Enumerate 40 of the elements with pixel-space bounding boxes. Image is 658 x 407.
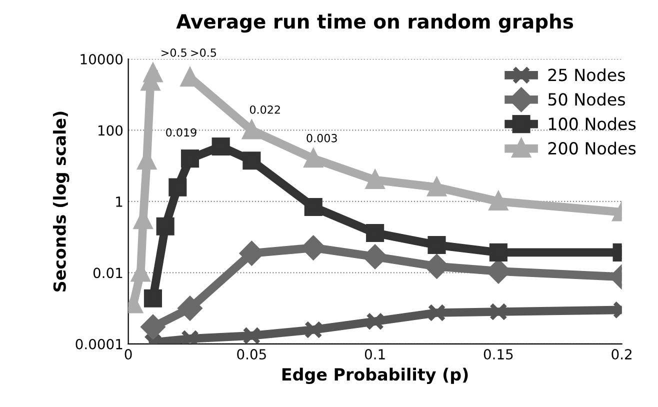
x-tick-label: 0 xyxy=(124,349,132,360)
point xyxy=(144,289,162,308)
annotation: 0.019 xyxy=(166,128,196,137)
point xyxy=(366,224,384,242)
text: >0.5 xyxy=(191,48,216,57)
annotation: 0.003 xyxy=(306,134,337,142)
point xyxy=(428,236,446,254)
legend-label: 25 Nodes xyxy=(548,68,625,82)
point xyxy=(366,312,384,330)
point xyxy=(363,244,387,269)
y-axis-title: Seconds (log scale) xyxy=(53,112,70,292)
y-tick-label: 10000 xyxy=(80,54,123,64)
legend-label: 50 Nodes xyxy=(548,92,625,106)
legend-label: 100 Nodes xyxy=(548,117,636,130)
point xyxy=(428,304,446,322)
point xyxy=(304,198,322,216)
x-tick-label: 0.15 xyxy=(484,349,513,360)
y-tick-label: 100 xyxy=(98,125,123,136)
point xyxy=(168,178,187,196)
point xyxy=(178,296,202,320)
point xyxy=(489,243,508,262)
point xyxy=(156,217,174,236)
y-tick-label: 0.01 xyxy=(93,268,122,278)
point xyxy=(489,302,508,321)
point xyxy=(242,152,261,170)
point xyxy=(212,137,230,156)
x-tick-label: 0.05 xyxy=(237,349,266,360)
point xyxy=(180,150,200,168)
y-tick-label: 0.0001 xyxy=(76,338,122,350)
chart-title: Average run time on random graphs xyxy=(176,14,574,33)
x-axis-title: Edge Probability (p) xyxy=(282,368,468,384)
point xyxy=(141,315,165,339)
text: >0.5 xyxy=(162,48,186,57)
y-tick-label: 1 xyxy=(116,196,122,207)
legend-label: 200 Nodes xyxy=(548,142,636,155)
point xyxy=(304,320,322,339)
annotation: 0.022 xyxy=(250,105,280,114)
point xyxy=(242,326,261,344)
x-tick-label: 0.2 xyxy=(612,349,632,360)
x-tick-label: 0.1 xyxy=(364,349,385,360)
